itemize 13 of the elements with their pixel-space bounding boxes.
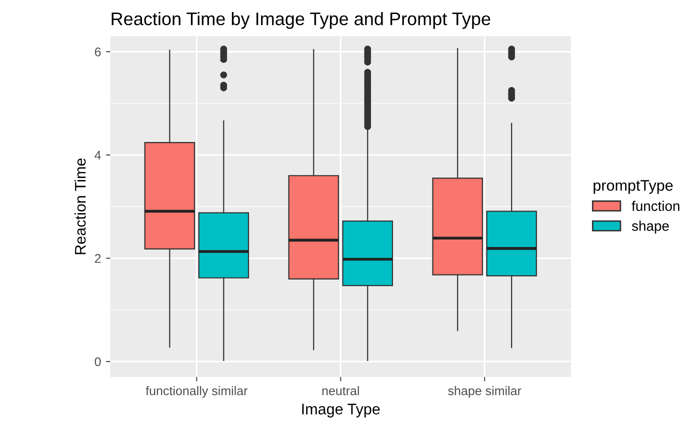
x-tick-label: shape similar: [448, 386, 522, 398]
legend-label: shape: [632, 220, 669, 234]
chart-title: Reaction Time by Image Type and Prompt Type: [112, 12, 490, 29]
y-tick-label: 2: [94, 254, 101, 263]
y-tick-label: 0: [94, 357, 101, 366]
x-axis-title: Image Type: [302, 404, 380, 418]
y-axis-title: Reaction Time: [74, 158, 86, 254]
x-tick-label: functionally similar: [146, 386, 248, 398]
legend-label: function: [632, 200, 680, 211]
y-tick-label: 6: [94, 48, 101, 56]
legend-title: promptType: [594, 180, 673, 194]
y-tick-label: 4: [94, 150, 101, 160]
x-tick-label: neutral: [322, 386, 359, 396]
